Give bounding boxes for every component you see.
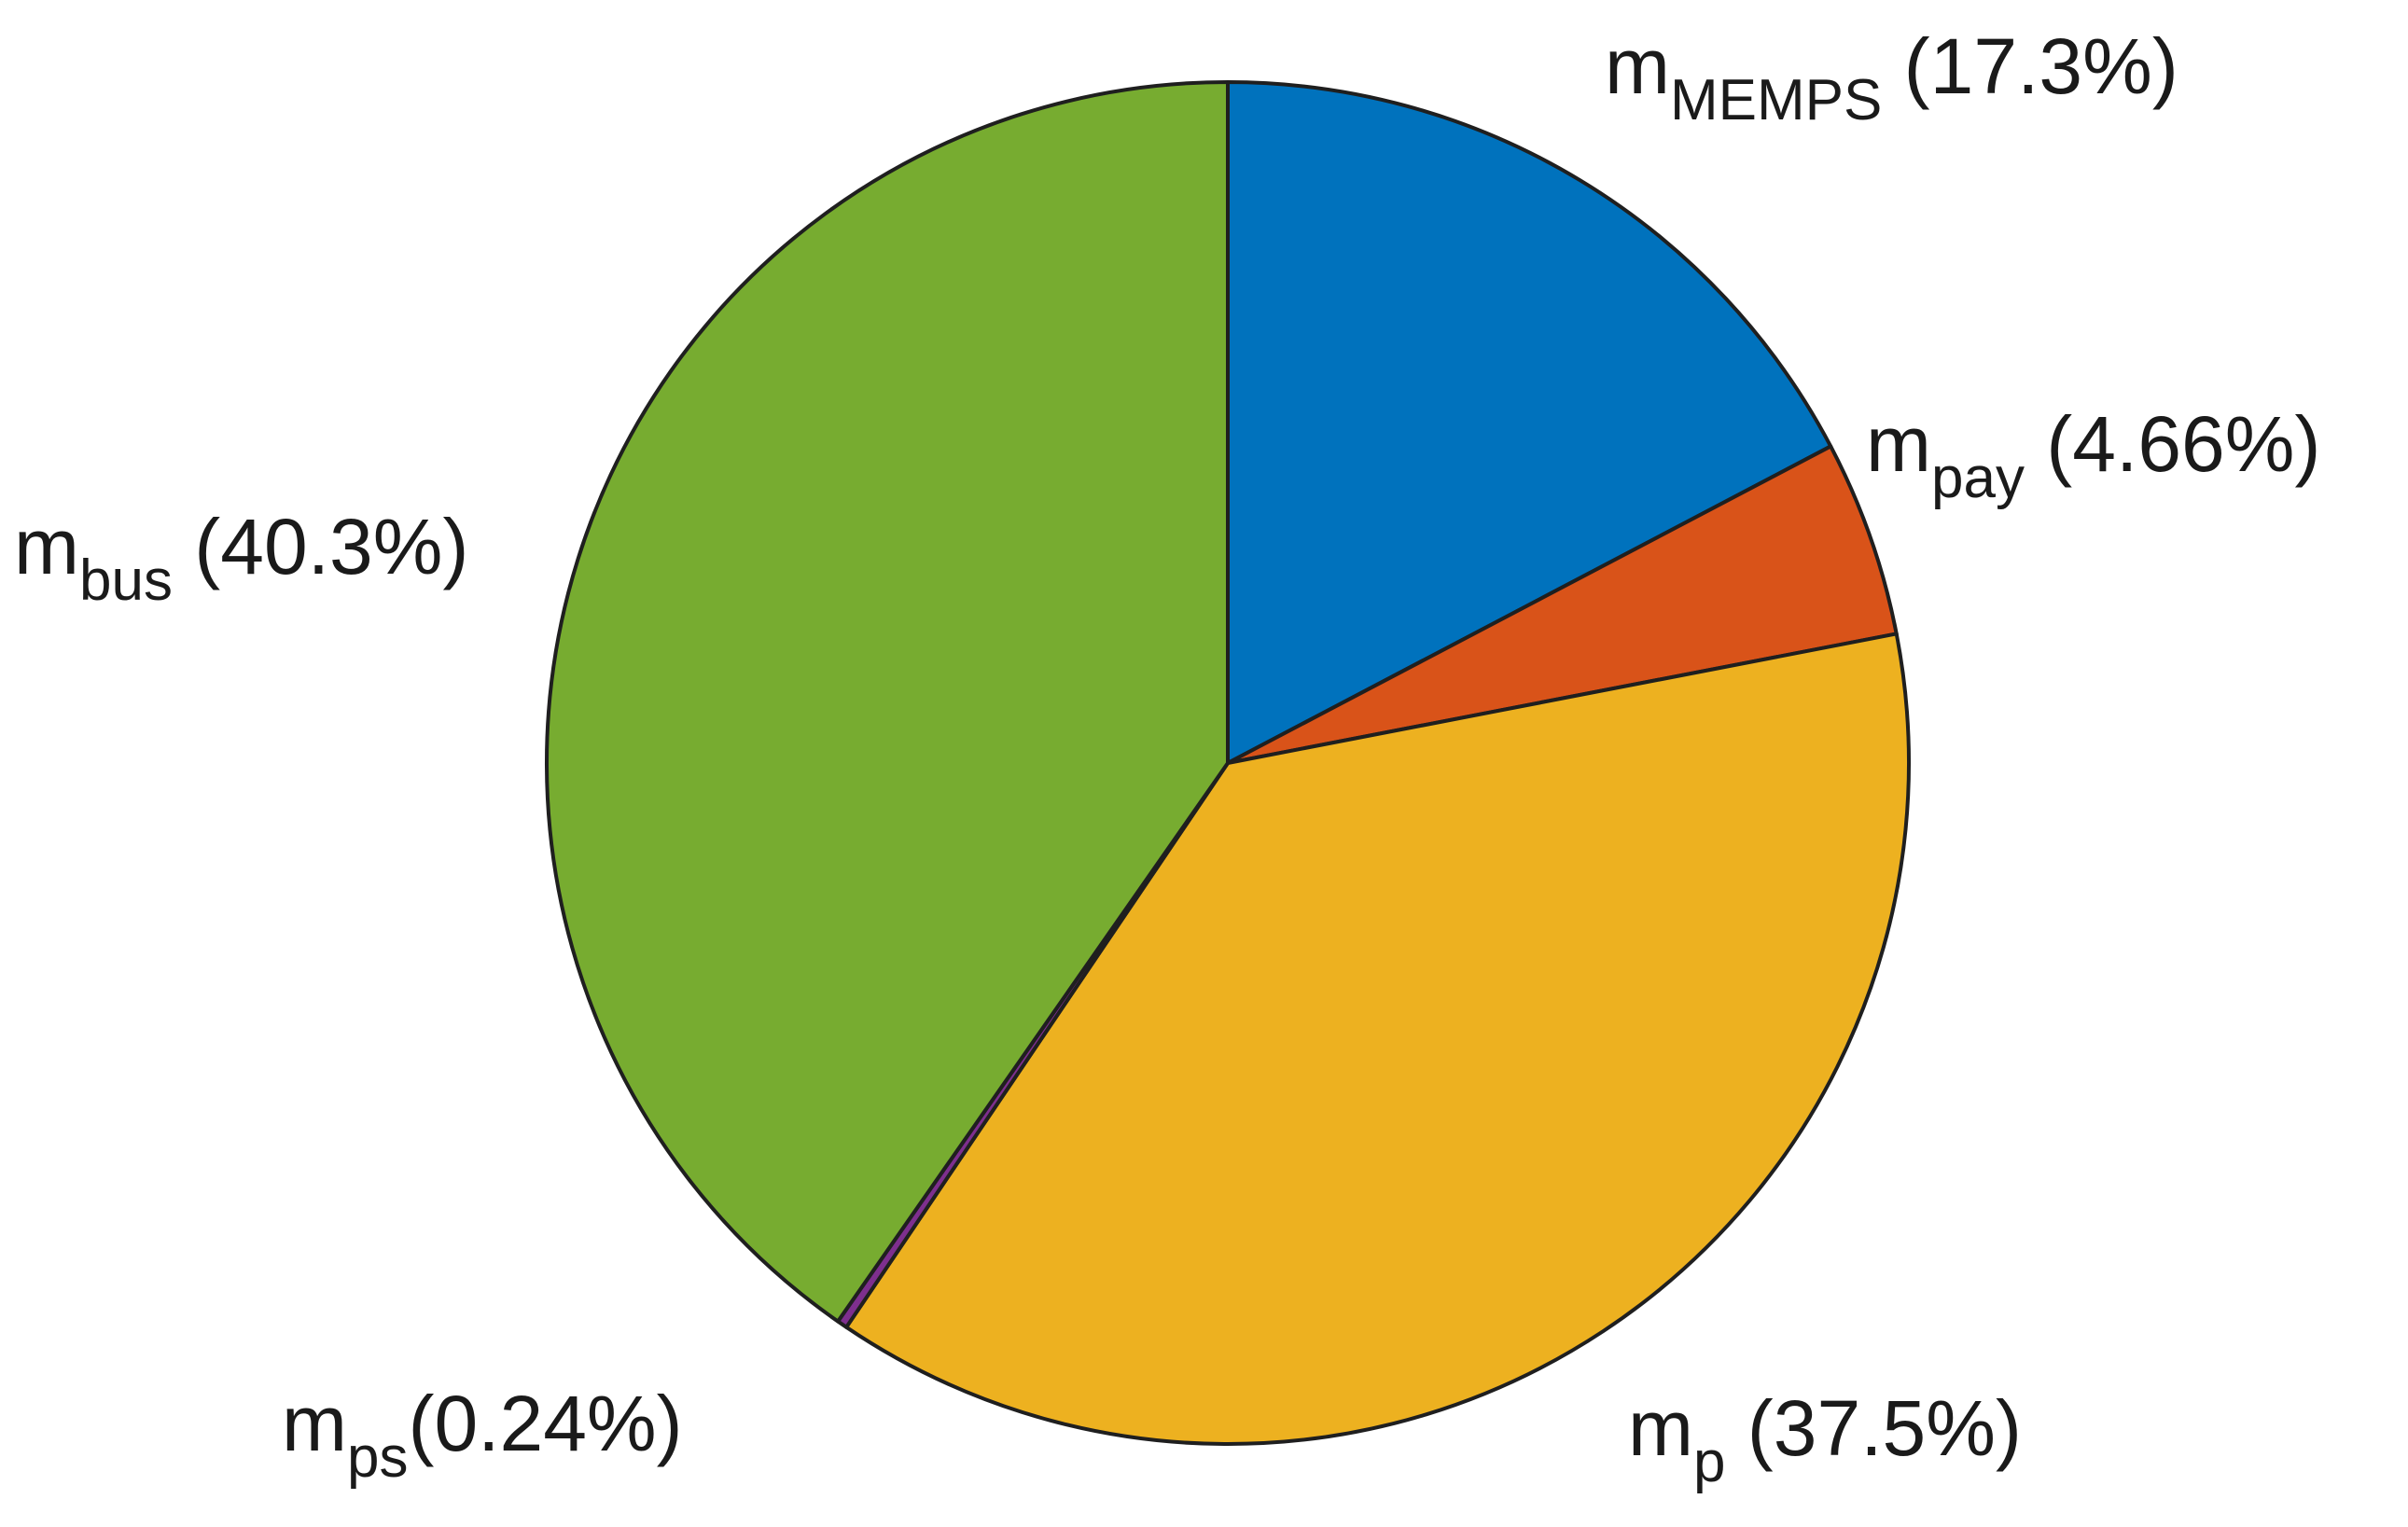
pie-label-memps: mMEMPS (17.3%) xyxy=(1605,22,2178,132)
pie-label-bus: mbus (40.3%) xyxy=(14,503,468,613)
pie-label-subscript: bus xyxy=(79,548,173,613)
pie-label-base: m xyxy=(1605,22,1670,110)
pie-label-ps: mps(0.24%) xyxy=(282,1380,683,1490)
pie-label-percentage: (17.3%) xyxy=(1882,22,2178,110)
pie-label-percentage: (0.24%) xyxy=(408,1380,682,1467)
pie-label-base: m xyxy=(14,503,79,590)
pie-slice-memps xyxy=(1226,80,1833,765)
pie-label-percentage: (40.3%) xyxy=(173,503,468,590)
pie-slice-bus xyxy=(545,80,1230,1324)
pie-labels: mMEMPS (17.3%)mpay (4.66%)mp (37.5%)mps(… xyxy=(14,22,2320,1494)
pie-label-subscript: ps xyxy=(347,1425,408,1490)
pie-label-base: m xyxy=(1866,400,1931,488)
pie-label-pay: mpay (4.66%) xyxy=(1866,400,2320,510)
pie-label-percentage: (4.66%) xyxy=(2025,400,2320,488)
pie-slice-p xyxy=(844,632,1911,1446)
pie-label-subscript: p xyxy=(1693,1430,1725,1494)
pie-label-base: m xyxy=(1628,1384,1693,1472)
pie-slices xyxy=(545,80,1911,1446)
pie-label-base: m xyxy=(282,1380,347,1467)
pie-label-subscript: MEMPS xyxy=(1670,68,1882,132)
pie-slice-pay xyxy=(1226,444,1899,765)
pie-label-subscript: pay xyxy=(1931,446,2025,510)
pie-label-p: mp (37.5%) xyxy=(1628,1384,2022,1494)
pie-label-percentage: (37.5%) xyxy=(1725,1384,2021,1472)
